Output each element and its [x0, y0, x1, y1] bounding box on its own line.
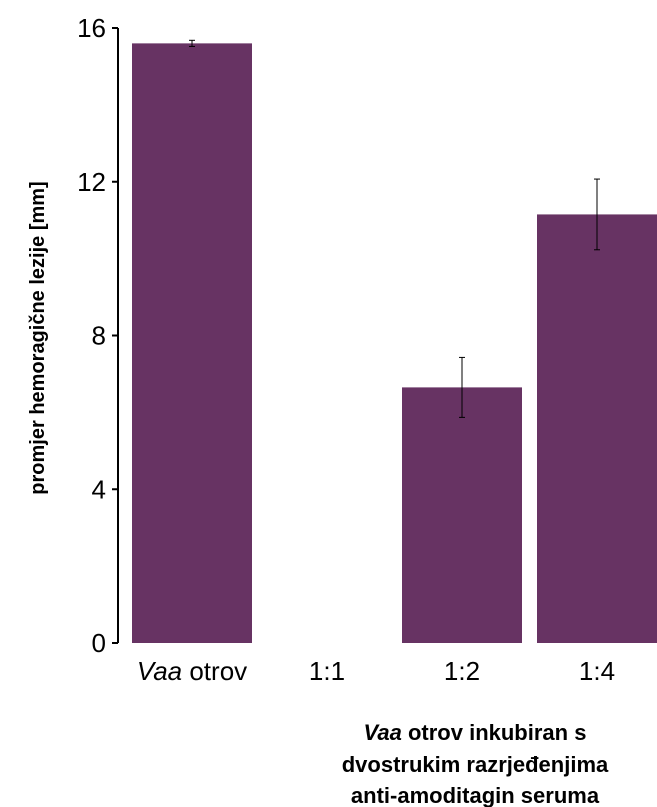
y-tick-label: 4: [92, 474, 106, 504]
x-axis-label: Vaa otrov inkubiran s dvostrukim razrjeđe…: [342, 720, 609, 807]
x-tick-label: 1:4: [579, 656, 615, 686]
bar-3: [537, 214, 657, 643]
bar-0: [132, 43, 252, 643]
plot-area: 0 4 8 12 16 Vaa otrov 1:1 1:2 1:4: [77, 13, 657, 686]
text-part: anti-amoditagin seruma: [351, 783, 600, 807]
x-axis-label-line: anti-amoditagin seruma: [351, 783, 600, 807]
x-axis-label-line: Vaa otrov inkubiran s: [364, 720, 587, 745]
italic-part: Vaa: [364, 720, 402, 745]
italic-part: Vaa: [137, 656, 182, 686]
bar-2: [402, 387, 522, 643]
text-part: otrov: [182, 656, 247, 686]
x-tick-label: 1:1: [309, 656, 345, 686]
y-tick-label: 16: [77, 13, 106, 43]
text-part: 1:1: [309, 656, 345, 686]
x-tick-label: 1:2: [444, 656, 480, 686]
error-bar-2: [459, 356, 465, 418]
x-tick-label: Vaa otrov: [137, 656, 247, 686]
text-part: 1:4: [579, 656, 615, 686]
text-part: otrov inkubiran s: [402, 720, 587, 745]
y-tick-label: 12: [77, 167, 106, 197]
y-tick-label: 8: [92, 321, 106, 351]
error-bar-3: [594, 178, 600, 251]
error-bar-0: [189, 39, 195, 47]
text-part: dvostrukim razrjeđenjima: [342, 752, 609, 777]
y-axis-label: promjer hemoragične lezije [mm]: [27, 181, 49, 494]
y-tick-label: 0: [92, 628, 106, 658]
text-part: 1:2: [444, 656, 480, 686]
x-axis-label-line: dvostrukim razrjeđenjima: [342, 752, 609, 777]
